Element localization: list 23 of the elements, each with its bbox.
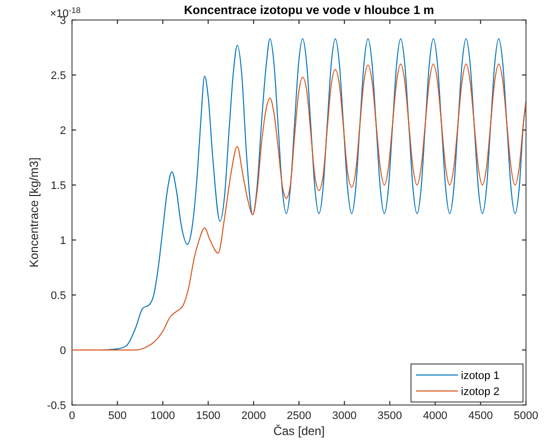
y-tick-label: 1.5: [50, 180, 66, 192]
y-tick-label: 0.5: [50, 290, 66, 302]
y-axis-title: Koncentrace [kg/m3]: [27, 157, 41, 268]
y-tick-label: 1: [60, 235, 66, 247]
x-tick-label: 2500: [286, 410, 312, 422]
x-tick-label: 1500: [196, 410, 220, 422]
x-tick-label: 0: [68, 410, 76, 422]
x-tick-label: 4500: [468, 410, 493, 422]
x-tick-label: 4000: [422, 410, 448, 422]
chart-title: Koncentrace izotopu ve vode v hloubce 1 m: [184, 3, 434, 17]
x-tick-label: 3000: [332, 410, 357, 422]
y-tick-label: 0: [60, 345, 66, 357]
y-tick-label: 2.5: [50, 70, 66, 82]
y-tick-label: 2: [60, 125, 66, 137]
y-tick-label: -0.5: [47, 400, 66, 412]
legend-label: izotop 2: [461, 386, 500, 398]
x-axis-title: Čas [den]: [273, 424, 325, 438]
x-tick-label: 2000: [241, 410, 266, 422]
x-tick-label: 500: [108, 410, 127, 422]
x-tick-label: 5000: [514, 410, 538, 422]
legend-label: izotop 1: [461, 370, 500, 382]
x-tick-label: 3500: [378, 410, 402, 422]
x-tick-label: 1000: [150, 410, 176, 422]
